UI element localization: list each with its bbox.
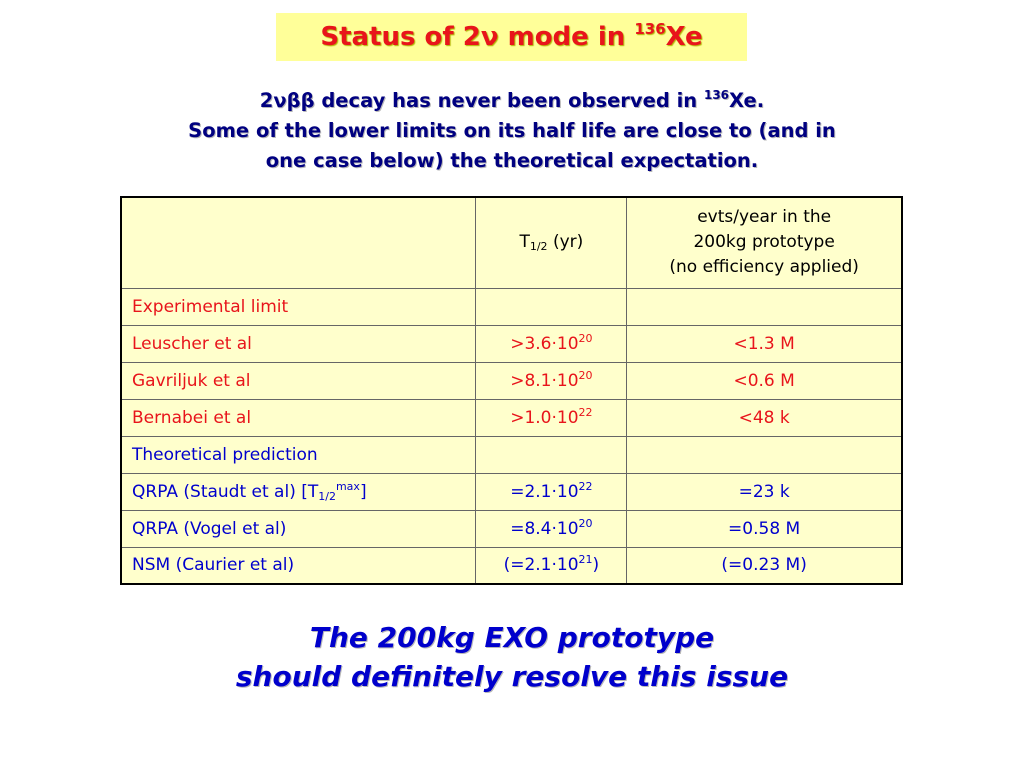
intro-isotope-superscript: 136 xyxy=(703,88,730,102)
half-life-table: T1/2 (yr) evts/year in the 200kg prototy… xyxy=(120,196,903,585)
row-half-life: >8.1·1020 xyxy=(475,361,628,400)
section-empty-cell xyxy=(475,287,628,326)
row-half-life: (=2.1·1021) xyxy=(475,546,628,585)
row-label-text: QRPA (Vogel et al) xyxy=(132,518,287,539)
row-label: QRPA (Staudt et al) [T1/2max] xyxy=(120,472,477,511)
row-half-life: =8.4·1020 xyxy=(475,509,628,548)
intro-paragraph: 2νββ decay has never been observed in 13… xyxy=(100,86,924,176)
half-life-exponent: 22 xyxy=(578,479,593,493)
row-label-text: QRPA (Staudt et al) [T xyxy=(132,481,319,502)
row-label: QRPA (Vogel et al) xyxy=(120,509,477,548)
row-events: <0.6 M xyxy=(626,361,903,400)
half-life-exponent: 20 xyxy=(578,516,593,530)
section-empty-cell xyxy=(626,287,903,326)
header-t-unit: (yr) xyxy=(547,232,584,253)
half-life-base: (=2.1·10 xyxy=(503,555,579,576)
half-life-base: =2.1·10 xyxy=(510,481,579,502)
half-life-base: >1.0·10 xyxy=(510,407,579,428)
half-life-exponent: 20 xyxy=(578,331,593,345)
row-label: Leuscher et al xyxy=(120,324,477,363)
section-row-theoretical: Theoretical prediction xyxy=(120,435,903,474)
table-row: QRPA (Vogel et al) =8.4·1020 =0.58 M xyxy=(120,509,903,548)
half-life-base: >3.6·10 xyxy=(510,333,579,354)
header-t-symbol: T xyxy=(519,232,530,253)
title-prefix: Status of 2ν mode in xyxy=(320,22,635,52)
row-label: NSM (Caurier et al) xyxy=(120,546,477,585)
row-label-text: NSM (Caurier et al) xyxy=(132,555,295,576)
header-events-line-1: evts/year in the xyxy=(697,207,832,228)
conclusion-line-1: The 200kg EXO prototype xyxy=(309,621,715,654)
table-row: Bernabei et al >1.0·1022 <48 k xyxy=(120,398,903,437)
row-half-life: >3.6·1020 xyxy=(475,324,628,363)
half-life-close: ) xyxy=(592,555,600,576)
section-empty-cell xyxy=(475,435,628,474)
header-events-line-3: (no efficiency applied) xyxy=(669,257,859,278)
table-row: QRPA (Staudt et al) [T1/2max] =2.1·1022 … xyxy=(120,472,903,511)
table-row: NSM (Caurier et al) (=2.1·1021) (=0.23 M… xyxy=(120,546,903,585)
intro-line-1-text: 2νββ decay has never been observed in xyxy=(259,89,704,112)
row-label: Gavriljuk et al xyxy=(120,361,477,400)
header-t-subscript: 1/2 xyxy=(529,240,548,254)
section-empty-cell xyxy=(626,435,903,474)
section-row-experimental: Experimental limit xyxy=(120,287,903,326)
header-empty-cell xyxy=(120,196,477,289)
half-life-base: >8.1·10 xyxy=(510,370,579,391)
intro-line-1-suffix: Xe. xyxy=(729,89,765,112)
intro-line-2: Some of the lower limits on its half lif… xyxy=(188,119,836,142)
table-header-row: T1/2 (yr) evts/year in the 200kg prototy… xyxy=(120,196,903,289)
header-half-life: T1/2 (yr) xyxy=(475,196,628,289)
title-isotope: Xe xyxy=(665,22,703,52)
row-label: Bernabei et al xyxy=(120,398,477,437)
row-events: (=0.23 M) xyxy=(626,546,903,585)
section-label-theoretical: Theoretical prediction xyxy=(120,435,477,474)
row-label-subscript: 1/2 xyxy=(318,489,336,503)
row-events: <48 k xyxy=(626,398,903,437)
header-events-per-year: evts/year in the 200kg prototype (no eff… xyxy=(626,196,903,289)
header-events-line-2: 200kg prototype xyxy=(693,232,835,253)
row-label-suffix: ] xyxy=(359,481,367,502)
row-events: =0.58 M xyxy=(626,509,903,548)
conclusion-text: The 200kg EXO prototype should definitel… xyxy=(100,618,924,696)
half-life-exponent: 20 xyxy=(578,368,593,382)
half-life-exponent: 21 xyxy=(578,553,593,567)
section-label-experimental: Experimental limit xyxy=(120,287,477,326)
row-half-life: >1.0·1022 xyxy=(475,398,628,437)
row-label-superscript: max xyxy=(335,479,360,493)
row-events: <1.3 M xyxy=(626,324,903,363)
half-life-base: =8.4·10 xyxy=(510,518,579,539)
conclusion-line-2: should definitely resolve this issue xyxy=(235,660,789,693)
intro-line-3: one case below) the theoretical expectat… xyxy=(265,149,759,172)
title-isotope-superscript: 136 xyxy=(634,20,666,38)
table-row: Gavriljuk et al >8.1·1020 <0.6 M xyxy=(120,361,903,400)
row-half-life: =2.1·1022 xyxy=(475,472,628,511)
table-row: Leuscher et al >3.6·1020 <1.3 M xyxy=(120,324,903,363)
intro-line-1: 2νββ decay has never been observed in 13… xyxy=(100,86,924,116)
slide-title: Status of 2ν mode in 136Xe xyxy=(276,13,747,61)
half-life-exponent: 22 xyxy=(578,405,593,419)
row-events: =23 k xyxy=(626,472,903,511)
